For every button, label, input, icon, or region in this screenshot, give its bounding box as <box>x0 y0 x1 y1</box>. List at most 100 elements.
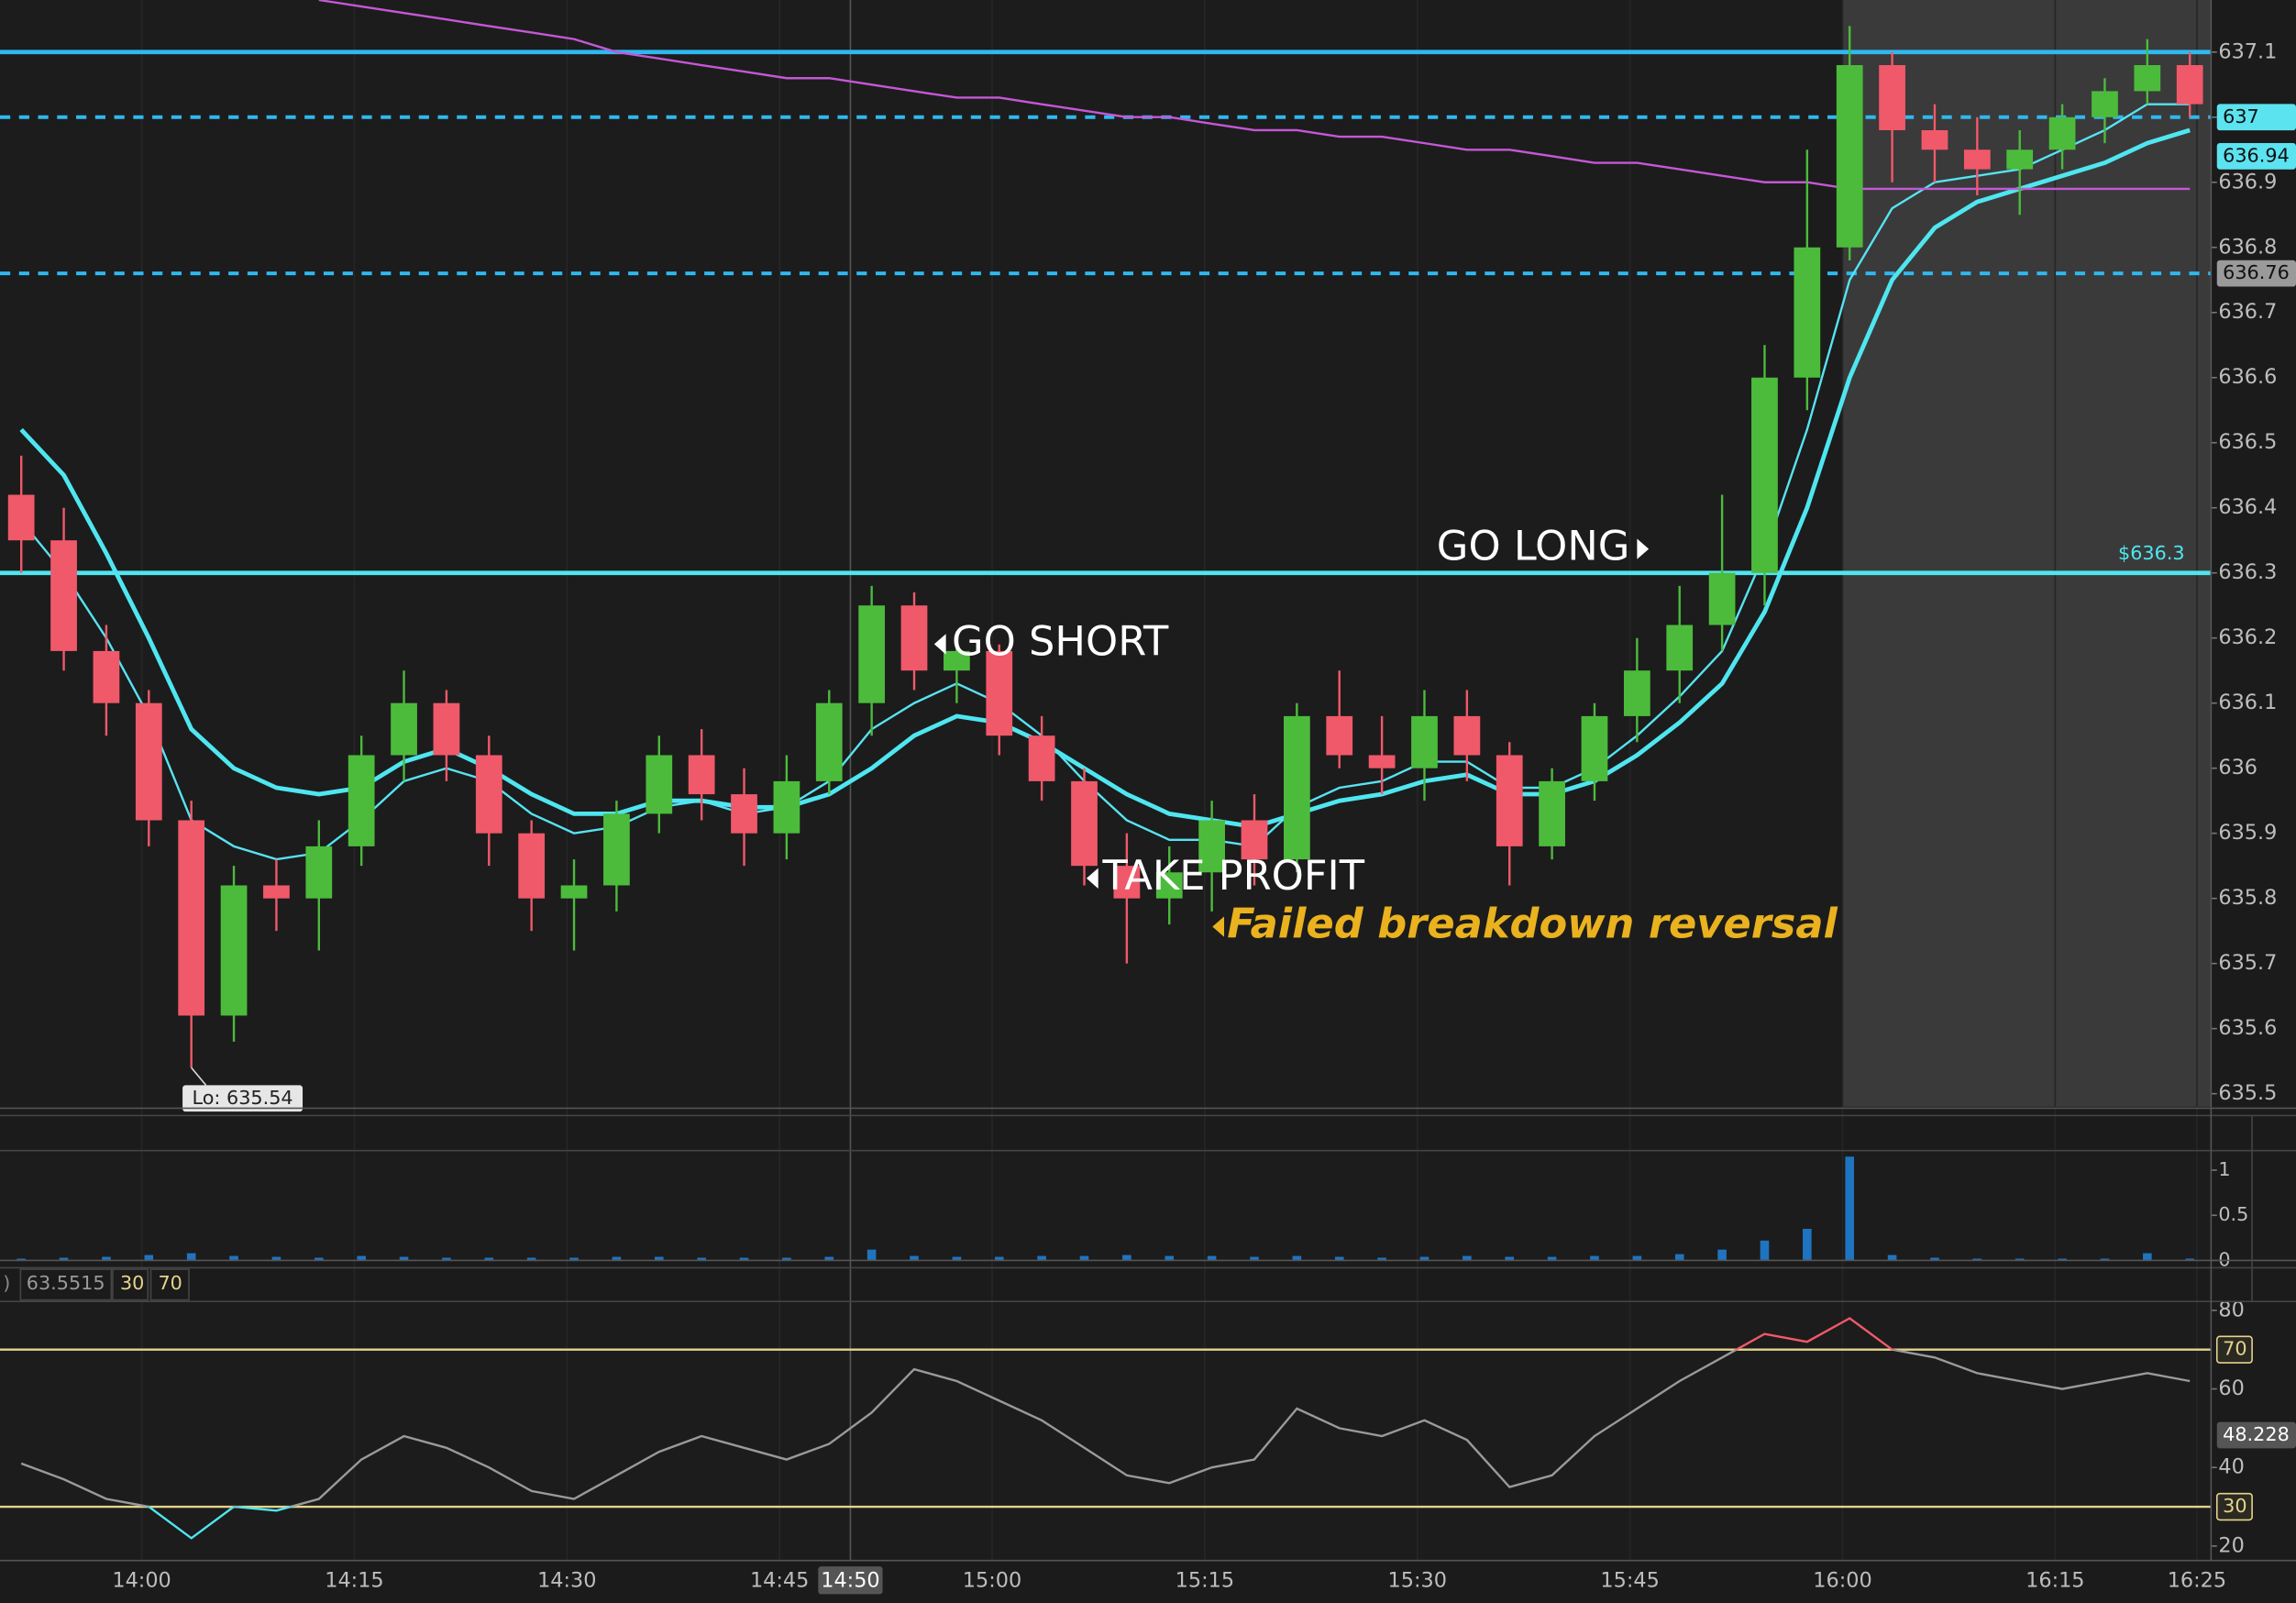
volume-bar <box>1037 1255 1046 1261</box>
candle-body <box>135 702 162 821</box>
annotation: Failed breakdown reversal <box>1227 900 1838 947</box>
candle-body <box>1921 129 1948 150</box>
x-tick-label: 15:15 <box>1176 1569 1234 1593</box>
annotation: GO SHORT <box>952 617 1169 665</box>
moving-average <box>20 103 2191 861</box>
x-tick-label: 16:15 <box>2026 1569 2084 1593</box>
candle-body <box>1155 872 1183 899</box>
rsi-level-box <box>2215 1335 2253 1364</box>
candle-body <box>475 755 502 834</box>
moving-average <box>318 0 2191 191</box>
y-tick-label: 635.5 <box>2218 1081 2277 1105</box>
candle-body <box>900 605 928 671</box>
y-tick-label: 636 <box>2218 756 2257 779</box>
candle-body <box>518 833 546 899</box>
price-box-label: 636.76 <box>2223 261 2290 283</box>
y-tick-label: 637.1 <box>2218 39 2277 63</box>
candle-body <box>1623 670 1650 716</box>
candle-body <box>2006 149 2034 170</box>
y-tick-label: 636.5 <box>2218 430 2277 454</box>
volume-bar <box>867 1249 877 1261</box>
volume-bar <box>399 1256 409 1261</box>
y-tick-label: 636.9 <box>2218 170 2277 193</box>
volume-bar <box>1505 1256 1515 1261</box>
volume-bar <box>739 1257 749 1261</box>
volume-bar <box>315 1257 324 1261</box>
rsi-clip <box>20 1349 2191 1508</box>
volume-bar <box>17 1258 26 1261</box>
volume-bar <box>442 1257 451 1261</box>
candle-body <box>1071 780 1098 867</box>
x-tick-label: 14:45 <box>750 1569 809 1593</box>
y-tick-label: 636.8 <box>2218 235 2277 259</box>
volume-bar <box>102 1256 111 1261</box>
volume-bar <box>2100 1258 2110 1261</box>
volume-bar <box>1334 1256 1344 1261</box>
candle-body <box>1368 755 1396 768</box>
y-tick-label: 0.5 <box>2218 1203 2248 1225</box>
volume-bar <box>59 1257 69 1261</box>
x-tick-label: 14:30 <box>537 1569 596 1593</box>
volume-bar <box>1760 1240 1770 1261</box>
candle-body <box>688 755 715 795</box>
annotation-arrow <box>1637 538 1650 559</box>
low-box <box>182 1085 304 1112</box>
x-tick-label: 14:00 <box>112 1569 171 1593</box>
candle-body <box>1453 715 1481 756</box>
rsi-level-label: 70 <box>2223 1338 2246 1360</box>
y-tick-label: 40 <box>2218 1455 2244 1479</box>
candle-body <box>178 820 205 1016</box>
candle-body <box>1751 377 1778 573</box>
volume-bar <box>1930 1257 1939 1261</box>
volume-bar <box>357 1255 366 1261</box>
candle-body <box>348 755 375 846</box>
candle-body <box>1326 715 1353 756</box>
rsi-bracket: ) <box>3 1272 10 1294</box>
volume-bar <box>271 1256 281 1261</box>
candle-body <box>944 650 970 671</box>
volume-bar <box>1972 1258 1982 1261</box>
volume-bar <box>1803 1229 1812 1261</box>
volume-bar <box>484 1257 494 1261</box>
volume-bar <box>1292 1255 1302 1261</box>
volume-bar <box>782 1257 791 1261</box>
rsi-header: ) 63.5515 30 70 <box>3 1268 190 1301</box>
candle-body <box>815 702 843 781</box>
rsi-line <box>1734 1317 1899 1350</box>
candle-body <box>603 813 630 886</box>
rsi-header-level: 30 <box>120 1272 144 1294</box>
annotation: TAKE PROFIT <box>1101 852 1364 900</box>
volume-bar <box>1547 1256 1557 1261</box>
volume-bar <box>1250 1256 1259 1261</box>
rsi-line <box>20 1349 2191 1508</box>
y-tick-label: 636.7 <box>2218 300 2277 324</box>
y-tick-label: 635.8 <box>2218 886 2277 910</box>
rsi-level-label: 30 <box>2223 1495 2246 1517</box>
x-tick-label: 15:30 <box>1388 1569 1447 1593</box>
annotation-arrow <box>1086 868 1098 889</box>
rsi-level-box <box>2215 1492 2253 1521</box>
price-box-label: 637 <box>2223 105 2259 127</box>
candle-body <box>1581 715 1608 781</box>
x-tick-label: 15:45 <box>1600 1569 1659 1593</box>
volume-bar <box>1419 1256 1429 1261</box>
y-tick-label: 60 <box>2218 1376 2244 1400</box>
crosshair-label: 14:50 <box>821 1569 879 1593</box>
y-tick-label: 635.9 <box>2218 821 2277 845</box>
volume-bar <box>1377 1257 1386 1261</box>
volume-bar <box>569 1257 579 1261</box>
annotation-arrow <box>933 634 946 655</box>
y-tick-label: 1 <box>2218 1158 2230 1180</box>
candle-body <box>858 605 886 703</box>
volume-bar <box>824 1256 834 1261</box>
candle-body <box>50 540 77 651</box>
volume-bar <box>2143 1253 2152 1261</box>
candle-body <box>1113 866 1141 899</box>
candle-body <box>1708 572 1736 625</box>
volume-bar <box>1845 1156 1855 1261</box>
candle-body <box>1836 64 1863 248</box>
candle-body <box>1879 64 1905 130</box>
candle-body <box>560 885 588 899</box>
